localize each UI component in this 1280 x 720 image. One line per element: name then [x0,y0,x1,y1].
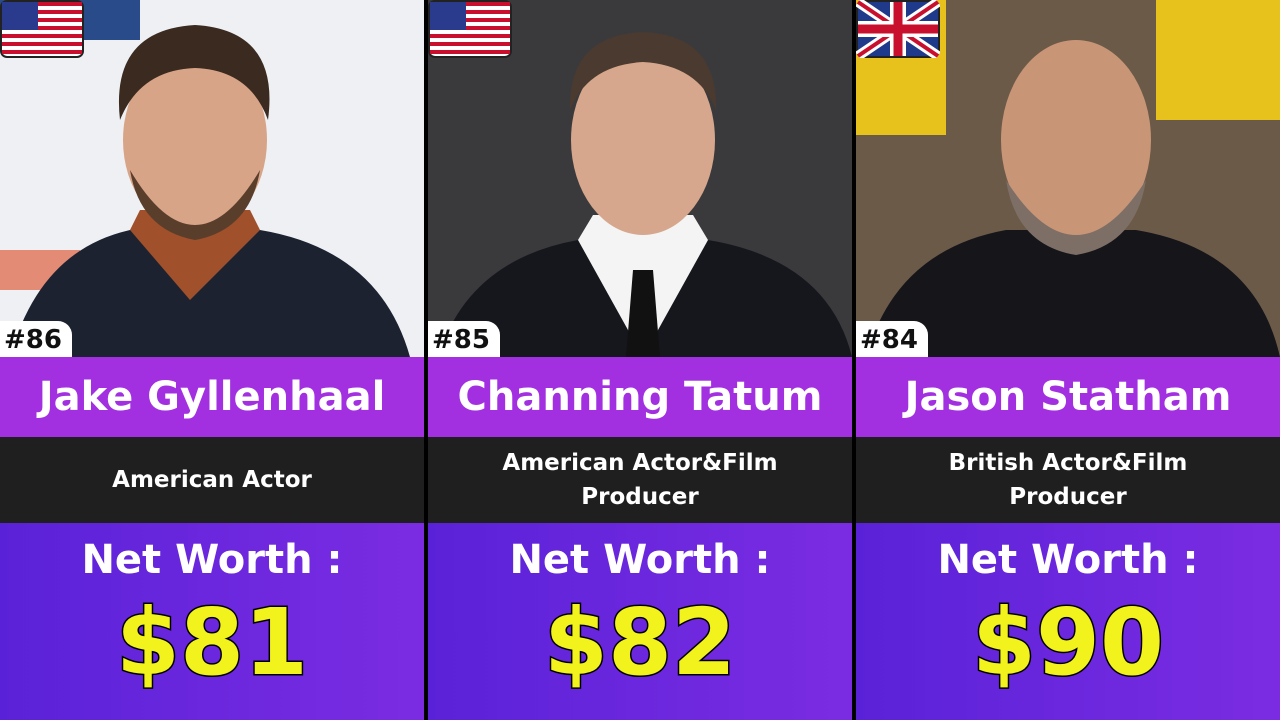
photo: #86 [0,0,424,357]
net-worth-panel: Net Worth : $81 [0,523,424,720]
person-name: Jake Gyllenhaal [0,357,424,437]
portrait [428,0,852,357]
portrait [856,0,1280,357]
photo: #84 [856,0,1280,357]
flag-us [428,0,512,58]
description: American Actor&Film Producer [428,437,852,523]
net-worth-label: Net Worth : [81,537,343,583]
net-worth-label: Net Worth : [509,537,771,583]
flag-us [0,0,84,58]
portrait [0,0,424,357]
net-worth-panel: Net Worth : $82 [428,523,852,720]
photo: #85 [428,0,852,357]
card: #86 Jake Gyllenhaal American Actor Net W… [0,0,424,720]
net-worth-value: $82 [542,588,737,698]
description: British Actor&Film Producer [856,437,1280,523]
person-name: Channing Tatum [428,357,852,437]
net-worth-value: $90 [970,588,1165,698]
net-worth-panel: Net Worth : $90 [856,523,1280,720]
rank-badge: #85 [428,321,500,357]
rank-badge: #86 [0,321,72,357]
card: #85 Channing Tatum American Actor&Film P… [428,0,852,720]
flag-uk [856,0,940,58]
net-worth-label: Net Worth : [937,537,1199,583]
card: #84 Jason Statham British Actor&Film Pro… [856,0,1280,720]
description: American Actor [0,437,424,523]
rank-badge: #84 [856,321,928,357]
net-worth-value: $81 [114,588,309,698]
person-name: Jason Statham [856,357,1280,437]
